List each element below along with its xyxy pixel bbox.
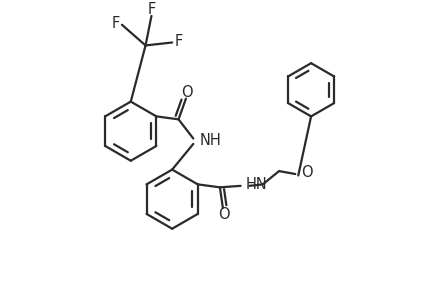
Text: F: F — [111, 16, 120, 31]
Text: HN: HN — [246, 177, 268, 192]
Text: NH: NH — [200, 133, 222, 147]
Text: O: O — [181, 85, 193, 100]
Text: F: F — [174, 33, 183, 49]
Text: O: O — [301, 165, 312, 180]
Text: F: F — [147, 2, 155, 17]
Text: O: O — [219, 207, 230, 222]
